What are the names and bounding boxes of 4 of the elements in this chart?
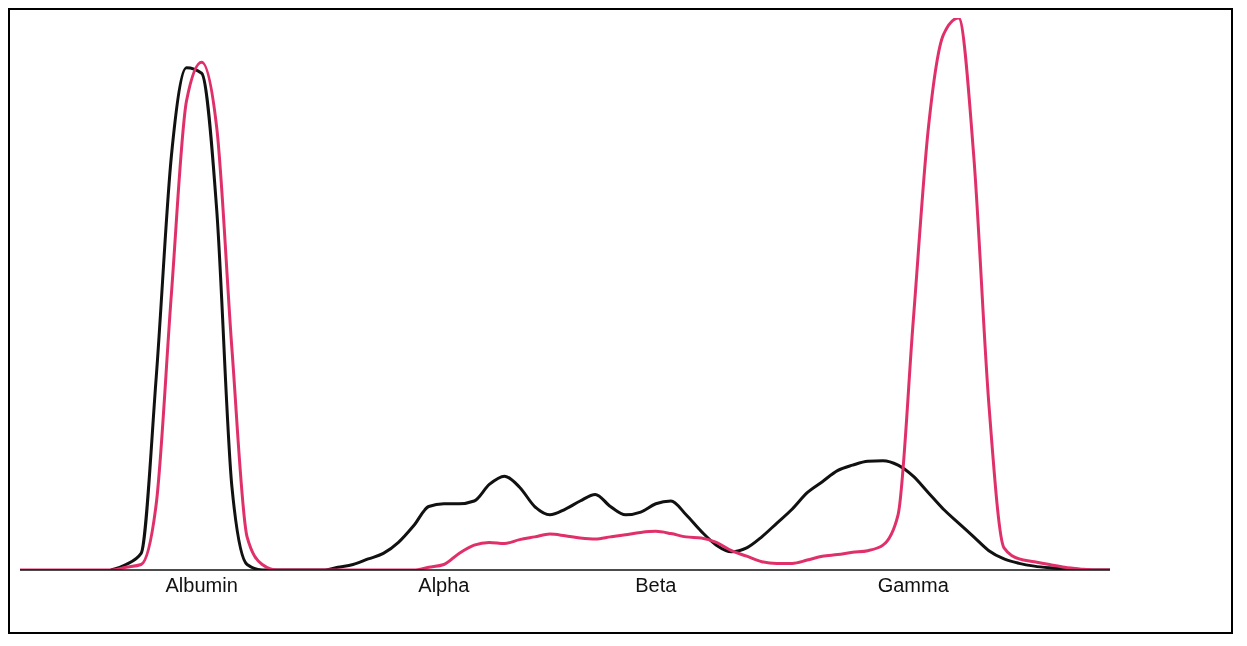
- x-tick-label: Alpha: [418, 574, 471, 597]
- x-tick-label: Albumin: [165, 574, 238, 597]
- x-tick-label: Beta: [635, 574, 678, 597]
- x-tick-label: Gamma: [877, 574, 950, 597]
